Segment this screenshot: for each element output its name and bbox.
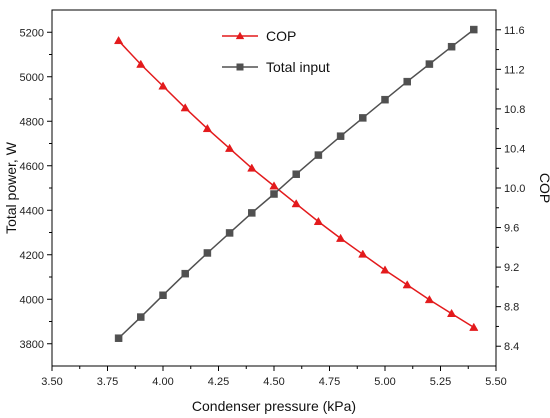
x-tick-label: 3.75 xyxy=(97,376,118,388)
y-left-tick-label: 4800 xyxy=(20,116,44,128)
cop-point xyxy=(113,35,124,45)
total-input-point xyxy=(314,151,323,159)
y-left-tick-label: 4000 xyxy=(20,294,44,306)
cop-point xyxy=(335,233,346,242)
y-left-tick-label: 5000 xyxy=(20,72,44,84)
total-input-point xyxy=(425,60,434,68)
cop-point xyxy=(247,163,257,172)
cop-point xyxy=(424,295,435,304)
x-tick-label: 4.25 xyxy=(208,376,229,388)
cop-point xyxy=(291,199,301,208)
cop-point xyxy=(313,216,324,226)
x-axis-ticks: 3.50 3.75 4.00 4.25 4.50 4.75 5.00 5.25 5.50 xyxy=(41,366,507,388)
cop-point xyxy=(380,265,390,274)
y-left-tick-label: 3800 xyxy=(20,339,44,351)
total-input-point xyxy=(270,190,278,198)
cop-point xyxy=(402,280,412,289)
cop-point xyxy=(202,123,213,133)
x-tick-label: 4.50 xyxy=(263,376,284,388)
y-right-tick-label: 11.6 xyxy=(504,25,525,37)
x-tick-label: 3.50 xyxy=(41,376,62,388)
x-tick-label: 4.75 xyxy=(319,376,340,388)
cop-point xyxy=(269,181,279,190)
cop-point xyxy=(446,308,457,317)
x-tick-label: 4.00 xyxy=(152,376,173,388)
y-right-tick-label: 9.2 xyxy=(504,262,519,274)
total-input-point xyxy=(470,25,478,34)
total-input-point xyxy=(336,132,345,140)
x-tick-label: 5.25 xyxy=(430,376,451,388)
cop-point xyxy=(136,59,146,68)
cop-point xyxy=(158,81,168,90)
x-axis-title: Condenser pressure (kPa) xyxy=(192,398,356,414)
x-tick-label: 5.00 xyxy=(374,376,395,388)
legend-marker-square xyxy=(236,63,244,71)
total-input-point xyxy=(181,269,189,278)
legend-marker-triangle xyxy=(235,31,245,40)
y-left-tick-label: 4400 xyxy=(20,205,44,217)
cop-point xyxy=(469,322,479,331)
y-left-axis-title: Total power, W xyxy=(3,141,19,234)
y-right-axis-ticks: 8.4 8.8 9.2 9.6 10.0 10.4 10.8 11.2 11.6 xyxy=(496,25,525,353)
total-input-point xyxy=(381,95,389,104)
y-left-tick-label: 4600 xyxy=(20,161,44,173)
total-input-point xyxy=(225,229,234,237)
y-right-tick-label: 10.4 xyxy=(504,143,525,155)
x-tick-label: 5.50 xyxy=(485,376,506,388)
total-input-point xyxy=(447,42,456,51)
y-left-tick-label: 5200 xyxy=(20,27,44,39)
y-left-tick-label: 4200 xyxy=(20,250,44,262)
cop-point xyxy=(180,103,190,112)
total-input-point xyxy=(203,249,212,257)
y-right-tick-label: 9.6 xyxy=(504,223,519,235)
y-right-tick-label: 10.0 xyxy=(504,183,525,195)
legend-label: COP xyxy=(266,28,296,44)
total-input-point xyxy=(403,77,411,86)
y-right-tick-label: 8.8 xyxy=(504,302,519,314)
y-left-axis-ticks: 3800 4000 4200 4400 4600 4800 5000 5200 xyxy=(20,27,52,351)
legend-label: Total input xyxy=(266,59,330,75)
cop-point xyxy=(358,249,368,258)
y-right-axis-title: COP xyxy=(537,173,550,203)
y-right-tick-label: 8.4 xyxy=(504,341,519,353)
cop-point xyxy=(224,143,235,152)
y-right-tick-label: 10.8 xyxy=(504,104,525,116)
total-input-point xyxy=(114,334,123,342)
y-right-tick-label: 11.2 xyxy=(504,64,525,76)
total-input-point xyxy=(159,291,167,299)
series-layer xyxy=(113,25,479,342)
total-input-point xyxy=(359,114,367,122)
total-input-point xyxy=(248,209,256,217)
legend: COP Total input xyxy=(222,28,330,75)
total-input-point xyxy=(137,313,145,321)
total-input-point xyxy=(292,170,300,178)
